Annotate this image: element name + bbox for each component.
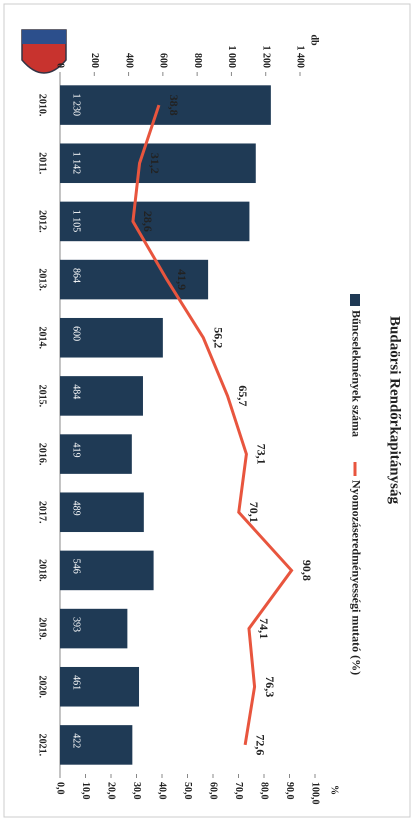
bar [60, 376, 143, 416]
bar-value-label: 489 [71, 501, 82, 516]
bar [59, 666, 140, 707]
bar-value-label: 422 [71, 733, 82, 748]
bar-value-label: 1 230 [71, 93, 82, 116]
y-tick-label: 1 000 [226, 46, 237, 69]
line-value-label: 74,1 [257, 618, 271, 639]
line-value-label: 56,2 [212, 327, 226, 348]
y2-tick-label: 60,0 [208, 782, 219, 800]
bar [60, 317, 163, 358]
x-tick-label: 2014. [37, 327, 48, 350]
bar [60, 434, 132, 474]
x-tick-label: 2012. [37, 210, 48, 233]
y-tick-label: 1 400 [295, 46, 306, 69]
bar [60, 201, 250, 242]
y2-tick-label: 0,0 [55, 782, 66, 795]
line-value-label: 76,3 [263, 676, 277, 697]
line-value-label: 41,9 [175, 269, 189, 290]
x-tick-label: 2011. [37, 152, 48, 174]
bar-value-label: 461 [71, 675, 82, 690]
y2-tick-label: 20,0 [106, 782, 117, 800]
bar-value-label: 1 105 [71, 210, 82, 233]
legend-label: Nyomozáseredményességi mutató (%) [349, 480, 363, 675]
bar [60, 550, 154, 591]
logo [21, 29, 67, 74]
chart-title: Budaörsi Rendőrkapitányság [387, 316, 403, 504]
bar-value-label: 600 [71, 326, 82, 341]
line-value-label: 38,8 [167, 95, 181, 116]
y2-tick-label: 30,0 [131, 782, 142, 800]
x-tick-label: 2020. [37, 676, 48, 699]
line-value-label: 72,6 [253, 734, 267, 755]
bar [60, 143, 256, 184]
line [131, 104, 294, 746]
bar-value-label: 864 [71, 268, 82, 283]
y-tick-label: 800 [192, 53, 203, 68]
y2-tick-label: 100,0 [310, 782, 321, 805]
bar-value-label: 484 [71, 384, 82, 399]
y2-axis-label: % [329, 785, 340, 795]
line-value-label: 70,1 [247, 502, 261, 523]
y2-tick-label: 90,0 [284, 782, 295, 800]
rotated-chart: Budaörsi Rendőrkapitányság db % Bűncsele… [37, 34, 403, 804]
bar-value-label: 546 [71, 559, 82, 574]
line-value-label: 73,1 [255, 444, 269, 465]
bar [60, 725, 133, 765]
x-tick-label: 2017. [37, 501, 48, 524]
y2-tick-label: 50,0 [182, 782, 193, 800]
y-tick-label: 0 [55, 63, 66, 68]
y2-tick-label: 40,0 [157, 782, 168, 800]
y-tick-label: 1 200 [260, 46, 271, 69]
y-tick-label: 400 [123, 53, 134, 68]
bar-value-label: 419 [71, 442, 82, 457]
y-axis-label: db [309, 34, 320, 46]
bar-value-label: 393 [71, 617, 82, 632]
legend-label: Bűncselekmények száma [349, 310, 363, 437]
x-tick-label: 2013. [37, 268, 48, 291]
x-tick-label: 2015. [37, 385, 48, 408]
bar [60, 608, 128, 649]
y2-tick-label: 70,0 [233, 782, 244, 800]
bar-value-label: 1 142 [71, 152, 82, 175]
bar [60, 492, 144, 533]
y2-tick-label: 10,0 [80, 782, 91, 800]
y-tick-label: 200 [89, 53, 100, 68]
line-value-label: 31,2 [148, 153, 162, 174]
line-value-label: 65,7 [236, 385, 250, 406]
frame [3, 3, 411, 818]
x-tick-label: 2019. [37, 617, 48, 640]
line-value-label: 90,8 [300, 560, 314, 581]
x-tick-label: 2010. [37, 94, 48, 117]
y-tick-label: 600 [158, 53, 169, 68]
y2-tick-label: 80,0 [259, 782, 270, 800]
x-tick-label: 2021. [37, 734, 48, 757]
bar [60, 85, 271, 125]
bar [60, 259, 209, 300]
x-tick-label: 2016. [37, 443, 48, 466]
line-value-label: 28,6 [141, 211, 155, 232]
x-tick-label: 2018. [37, 559, 48, 582]
legend-swatch [350, 294, 360, 306]
